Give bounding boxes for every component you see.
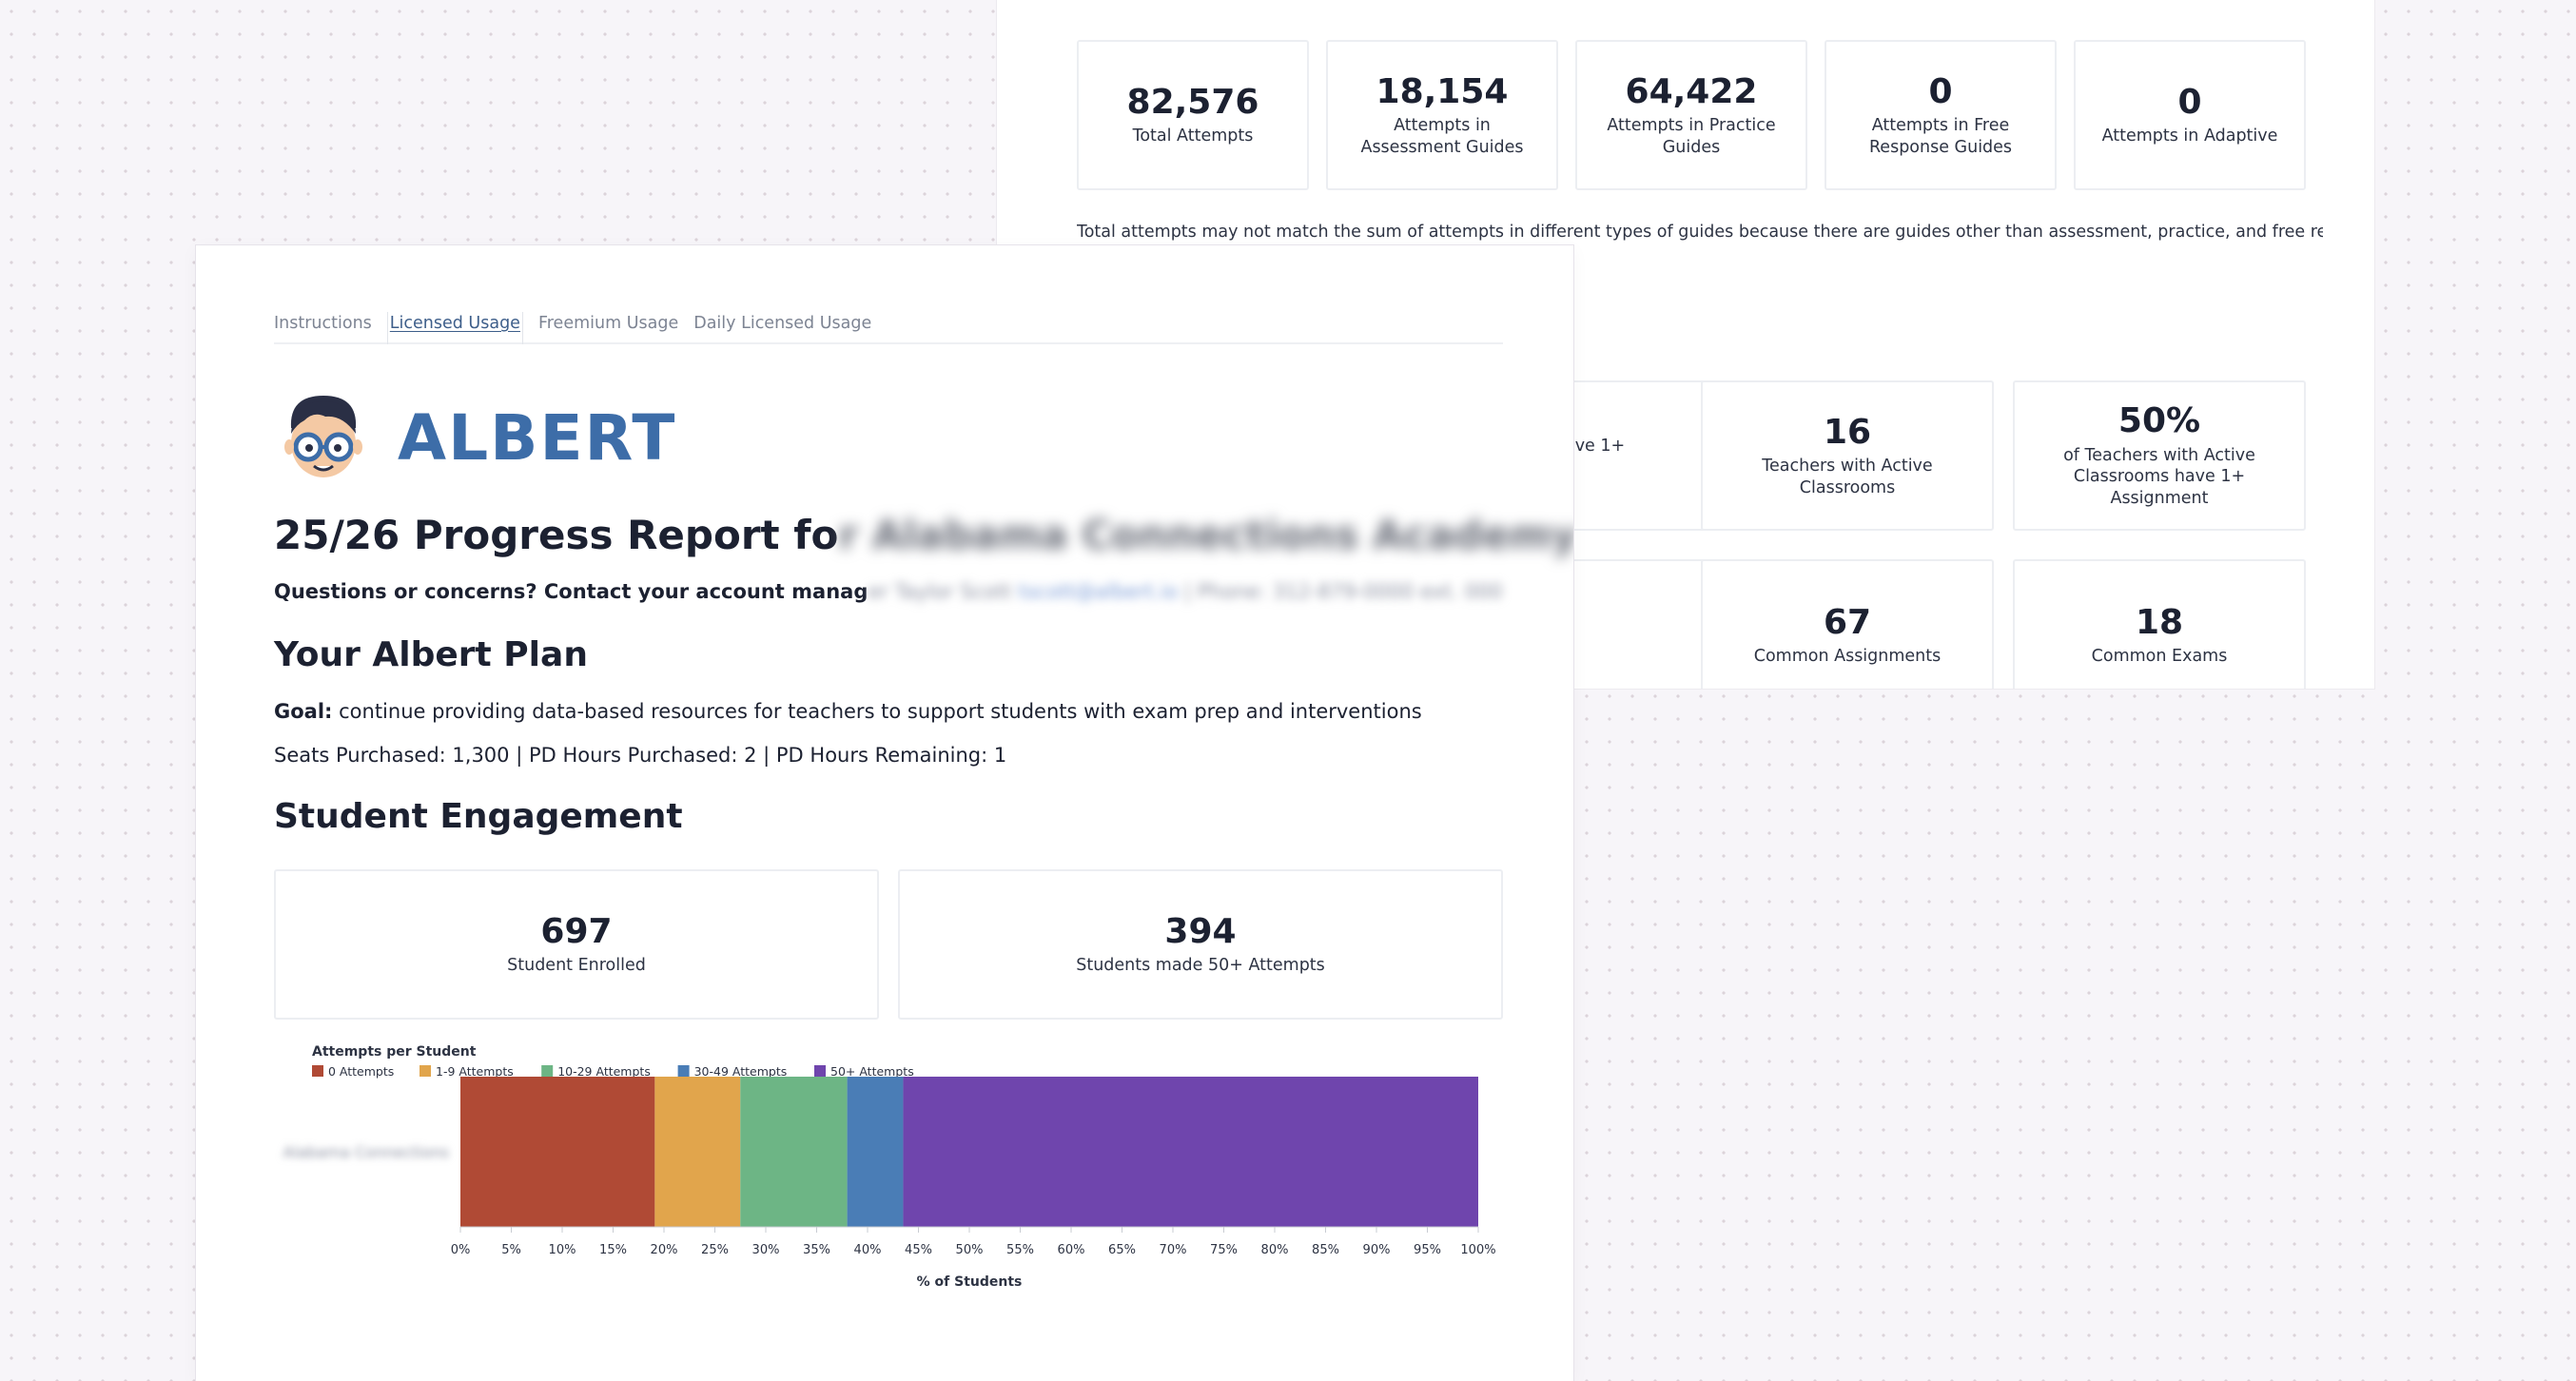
stat-label: Students made 50+ Attempts bbox=[1076, 956, 1325, 976]
stat-label: Attempts in Assessment Guides bbox=[1360, 115, 1524, 157]
front-report-panel: Instructions Licensed Usage Freemium Usa… bbox=[196, 245, 1573, 1381]
active-teachers-card: 16 Teachers with Active Classrooms bbox=[1701, 380, 1994, 531]
legend-swatch bbox=[814, 1065, 826, 1077]
stat-value: 50% bbox=[2117, 401, 2201, 441]
x-tick-label: 20% bbox=[651, 1243, 678, 1257]
x-tick-label: 100% bbox=[1460, 1243, 1495, 1257]
common-assignments-card: 67 Common Assignments bbox=[1701, 559, 1994, 689]
legend-label: 1-9 Attempts bbox=[436, 1064, 514, 1079]
legend-label: 0 Attempts bbox=[328, 1064, 394, 1079]
goal-text: continue providing data-based resources … bbox=[332, 700, 1422, 723]
contact-line: Questions or concerns? Contact your acco… bbox=[274, 580, 1503, 603]
stat-value: 82,576 bbox=[1126, 82, 1259, 122]
goal-label: Goal: bbox=[274, 700, 333, 723]
stat-label: Attempts in Free Response Guides bbox=[1868, 115, 2013, 157]
x-tick-label: 85% bbox=[1312, 1243, 1339, 1257]
students-50-plus-card: 394 Students made 50+ Attempts bbox=[898, 869, 1503, 1020]
stat-value: 16 bbox=[1823, 412, 1872, 452]
category-label: Alabama Connections bbox=[283, 1143, 450, 1161]
plan-seats: Seats Purchased: 1,300 | PD Hours Purcha… bbox=[274, 744, 1007, 767]
stat-value: 18,154 bbox=[1376, 71, 1509, 111]
x-tick-label: 80% bbox=[1261, 1243, 1289, 1257]
stat-value: 0 bbox=[2177, 82, 2202, 122]
legend-label: 10-29 Attempts bbox=[557, 1064, 651, 1079]
stat-label: Attempts in Adaptive bbox=[2101, 126, 2278, 146]
bar-segment bbox=[654, 1077, 741, 1227]
legend-swatch bbox=[420, 1065, 431, 1077]
x-tick-label: 15% bbox=[599, 1243, 627, 1257]
students-enrolled-card: 697 Student Enrolled bbox=[274, 869, 879, 1020]
legend-swatch bbox=[312, 1065, 323, 1077]
x-tick-label: 30% bbox=[752, 1243, 780, 1257]
adaptive-attempts-card: 0 Attempts in Adaptive bbox=[2074, 40, 2306, 190]
x-tick-label: 70% bbox=[1160, 1243, 1187, 1257]
x-tick-label: 95% bbox=[1414, 1243, 1441, 1257]
x-tick-label: 45% bbox=[905, 1243, 932, 1257]
redacted-contact: er Taylor Scott tscott@albert.io | Phone… bbox=[868, 580, 1502, 603]
engagement-heading: Student Engagement bbox=[274, 797, 683, 836]
report-title-text: 25/26 Progress Report fo bbox=[274, 512, 839, 558]
practice-attempts-card: 64,422 Attempts in Practice Guides bbox=[1575, 40, 1807, 190]
attempts-note: Total attempts may not match the sum of … bbox=[1077, 223, 2323, 242]
plan-goal: Goal: continue providing data-based reso… bbox=[274, 700, 1422, 723]
legend-swatch bbox=[541, 1065, 554, 1077]
albert-mascot-icon bbox=[284, 396, 362, 477]
legend-label: 30-49 Attempts bbox=[694, 1064, 788, 1079]
logo-wordmark: ALBERT bbox=[398, 401, 677, 475]
stat-value: 0 bbox=[1928, 71, 1953, 111]
tab-daily-licensed-usage[interactable]: Daily Licensed Usage bbox=[693, 314, 872, 333]
legend-label: 50+ Attempts bbox=[830, 1064, 914, 1079]
total-attempts-card: 82,576 Total Attempts bbox=[1077, 40, 1309, 190]
tab-instructions[interactable]: Instructions bbox=[274, 314, 372, 333]
common-exams-card: 18 Common Exams bbox=[2013, 559, 2306, 689]
stat-label: Common Exams bbox=[2091, 647, 2228, 667]
albert-logo: ALBERT bbox=[276, 388, 675, 483]
contact-text: Questions or concerns? Contact your acco… bbox=[274, 580, 868, 603]
stat-label: Teachers with Active Classrooms bbox=[1762, 456, 1933, 497]
tab-freemium-usage[interactable]: Freemium Usage bbox=[537, 314, 679, 333]
free-response-attempts-card: 0 Attempts in Free Response Guides bbox=[1825, 40, 2057, 190]
stat-value: 394 bbox=[1164, 911, 1237, 951]
x-tick-label: 40% bbox=[854, 1243, 882, 1257]
x-tick-label: 55% bbox=[1006, 1243, 1034, 1257]
x-tick-label: 10% bbox=[549, 1243, 576, 1257]
teachers-assignment-card: 50% of Teachers with Active Classrooms h… bbox=[2013, 380, 2306, 531]
bar-segment bbox=[903, 1077, 1478, 1227]
redacted-contact-phone: | Phone: 312-879-0000 ext. 000 bbox=[1178, 580, 1503, 603]
report-title: 25/26 Progress Report for Alabama Connec… bbox=[274, 512, 1573, 558]
stat-value: 18 bbox=[2135, 603, 2184, 642]
assessment-attempts-card: 18,154 Attempts in Assessment Guides bbox=[1326, 40, 1558, 190]
tab-licensed-usage[interactable]: Licensed Usage bbox=[386, 312, 523, 344]
x-tick-label: 0% bbox=[451, 1243, 471, 1257]
x-tick-label: 65% bbox=[1108, 1243, 1136, 1257]
redacted-school-name: r Alabama Connections Academy bbox=[838, 512, 1573, 558]
redacted-contact-link[interactable]: tscott@albert.io bbox=[1018, 580, 1179, 603]
bar-segment bbox=[740, 1077, 848, 1227]
stat-value: 697 bbox=[540, 911, 613, 951]
x-tick-label: 25% bbox=[701, 1243, 729, 1257]
stat-value: 67 bbox=[1823, 603, 1872, 642]
stat-label: Common Assignments bbox=[1753, 647, 1942, 667]
stat-label: Total Attempts bbox=[1132, 126, 1254, 146]
report-tabs: Instructions Licensed Usage Freemium Usa… bbox=[274, 312, 1503, 344]
plan-heading: Your Albert Plan bbox=[274, 635, 588, 674]
stat-label: Attempts in Practice Guides bbox=[1607, 115, 1776, 157]
x-tick-label: 75% bbox=[1210, 1243, 1238, 1257]
stat-label: Student Enrolled bbox=[507, 956, 646, 976]
attempts-per-student-chart: Attempts per Student 0 Attempts 1-9 Attemp… bbox=[283, 1044, 1496, 1290]
x-tick-label: 5% bbox=[501, 1243, 521, 1257]
x-axis-label: % of Students bbox=[917, 1274, 1023, 1290]
x-tick-label: 90% bbox=[1363, 1243, 1391, 1257]
bar-segment bbox=[460, 1077, 655, 1227]
chart-title: Attempts per Student bbox=[312, 1044, 477, 1060]
x-tick-label: 35% bbox=[803, 1243, 830, 1257]
bar-segment bbox=[847, 1077, 904, 1227]
stat-label: of Teachers with Active Classrooms have … bbox=[2063, 445, 2255, 509]
legend-swatch bbox=[677, 1065, 690, 1077]
x-tick-label: 60% bbox=[1058, 1243, 1085, 1257]
x-tick-label: 50% bbox=[956, 1243, 984, 1257]
stat-value: 64,422 bbox=[1625, 71, 1758, 111]
redacted-contact-name: er Taylor Scott bbox=[868, 580, 1019, 603]
